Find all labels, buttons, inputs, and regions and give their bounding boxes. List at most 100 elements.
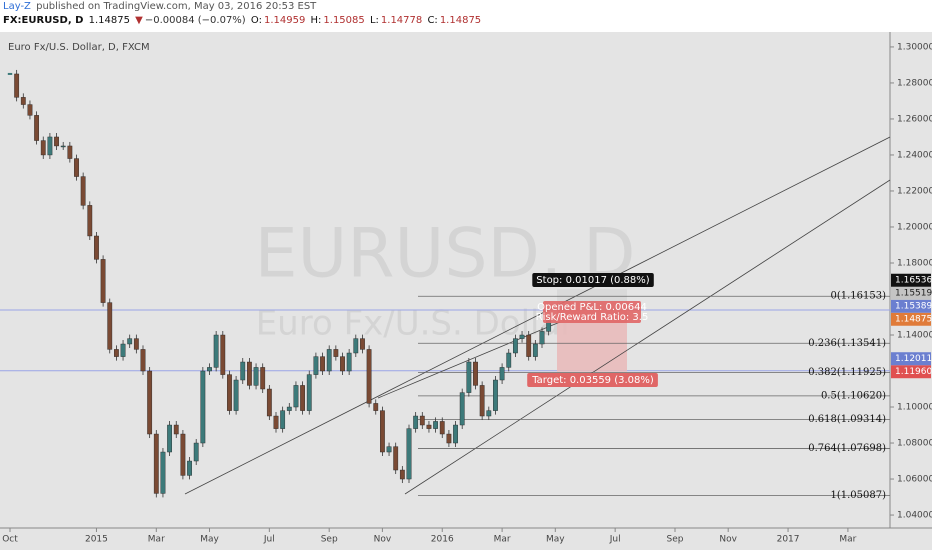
- candle: [513, 334, 518, 358]
- candle: [27, 100, 33, 120]
- price-label: 1.15519: [895, 289, 932, 299]
- candle-body: [433, 421, 438, 429]
- x-tick-label: May: [546, 535, 565, 545]
- candle: [266, 385, 272, 421]
- candle-body: [240, 361, 246, 381]
- arrow: ▼: [135, 15, 143, 26]
- trend-line: [184, 136, 891, 495]
- candle: [386, 442, 392, 457]
- candle-body: [67, 145, 73, 159]
- candle-body: [326, 349, 332, 372]
- candle: [67, 141, 73, 163]
- symbol: FX:EURUSD, D: [3, 15, 84, 26]
- candle-body: [473, 361, 478, 386]
- candle-body: [513, 338, 518, 354]
- x-tick-label: 2017: [777, 535, 800, 545]
- candle: [54, 132, 59, 150]
- candle: [60, 141, 66, 150]
- candle-body: [273, 415, 279, 429]
- candle: [426, 421, 432, 433]
- candle: [107, 298, 113, 354]
- candle: [147, 367, 153, 439]
- candle: [153, 430, 159, 498]
- candle: [532, 340, 538, 361]
- stop-label-bg: [532, 273, 654, 287]
- candle: [47, 132, 53, 159]
- candle-body: [280, 410, 286, 429]
- high-label: H:: [310, 15, 322, 26]
- fib-label: 0.618(1.09314): [808, 414, 886, 425]
- candle-body: [173, 424, 179, 435]
- x-tick-label: May: [200, 535, 219, 545]
- candle-body: [113, 349, 119, 357]
- x-tick-label: Oct: [2, 535, 18, 545]
- price-label-bg: [891, 352, 931, 366]
- open-label: O:: [250, 15, 262, 26]
- candle: [213, 331, 219, 372]
- price-label: 1.16536: [895, 276, 932, 286]
- x-tick-label: Jul: [609, 535, 621, 545]
- price-label-bg: [891, 312, 931, 326]
- candle-body: [439, 421, 445, 435]
- author[interactable]: Lay-Z: [3, 1, 31, 12]
- y-tick-label: 1.26000: [897, 114, 932, 124]
- publish-line: Lay-Z published on TradingView.com, May …: [3, 0, 483, 14]
- candle: [133, 334, 139, 354]
- x-tick-label: Nov: [374, 535, 392, 545]
- candle: [94, 231, 99, 264]
- candle: [180, 430, 186, 480]
- x-tick-label: 2016: [431, 535, 454, 545]
- quote-line: FX:EURUSD, D 1.14875 ▼ −0.00084 (−0.07%) …: [3, 14, 483, 28]
- candle-body: [246, 361, 252, 386]
- price-label-bg: [891, 365, 931, 379]
- target-label-bg: [527, 373, 658, 387]
- candle: [253, 363, 259, 390]
- candle: [519, 331, 525, 343]
- candle: [280, 406, 286, 433]
- candle-body: [380, 410, 385, 453]
- y-tick-label: 1.06000: [897, 475, 932, 485]
- candle-body: [499, 367, 505, 381]
- x-tick-label: Mar: [494, 535, 511, 545]
- candle-body: [266, 388, 272, 417]
- y-tick-label: 1.10000: [897, 403, 932, 413]
- candle-body: [453, 424, 458, 444]
- candle-body: [233, 379, 239, 411]
- candle: [340, 352, 345, 376]
- candle: [160, 448, 166, 498]
- low-label: L:: [369, 15, 379, 26]
- candle-body: [120, 343, 126, 357]
- candle: [233, 376, 239, 415]
- candle-body: [459, 392, 465, 426]
- published: published on TradingView.com, May 03, 20…: [36, 1, 317, 12]
- candle-body: [486, 410, 492, 417]
- candle-body: [519, 334, 525, 339]
- candle-body: [320, 356, 325, 372]
- y-tick-label: 1.14000: [897, 331, 932, 341]
- candle: [173, 421, 179, 439]
- candle-body: [20, 97, 26, 105]
- candle-body: [127, 338, 133, 345]
- candle: [293, 381, 299, 412]
- candle-body: [147, 370, 153, 435]
- candle: [286, 403, 292, 415]
- candle-body: [306, 374, 312, 411]
- candle: [80, 172, 86, 210]
- price-label-bg: [891, 299, 931, 313]
- candle: [393, 442, 399, 475]
- fib-label: 0(1.16153): [830, 291, 886, 302]
- candle: [433, 417, 438, 433]
- low: 1.14778: [380, 15, 423, 26]
- candle-body: [160, 451, 166, 494]
- fib-label: 0.382(1.11925): [808, 367, 886, 378]
- candle: [187, 457, 192, 480]
- candle: [479, 381, 485, 421]
- candle-body: [27, 104, 33, 116]
- header: Lay-Z published on TradingView.com, May …: [3, 0, 483, 28]
- candle-body: [133, 338, 139, 350]
- candle: [74, 154, 79, 181]
- price-label: 1.14875: [895, 315, 932, 325]
